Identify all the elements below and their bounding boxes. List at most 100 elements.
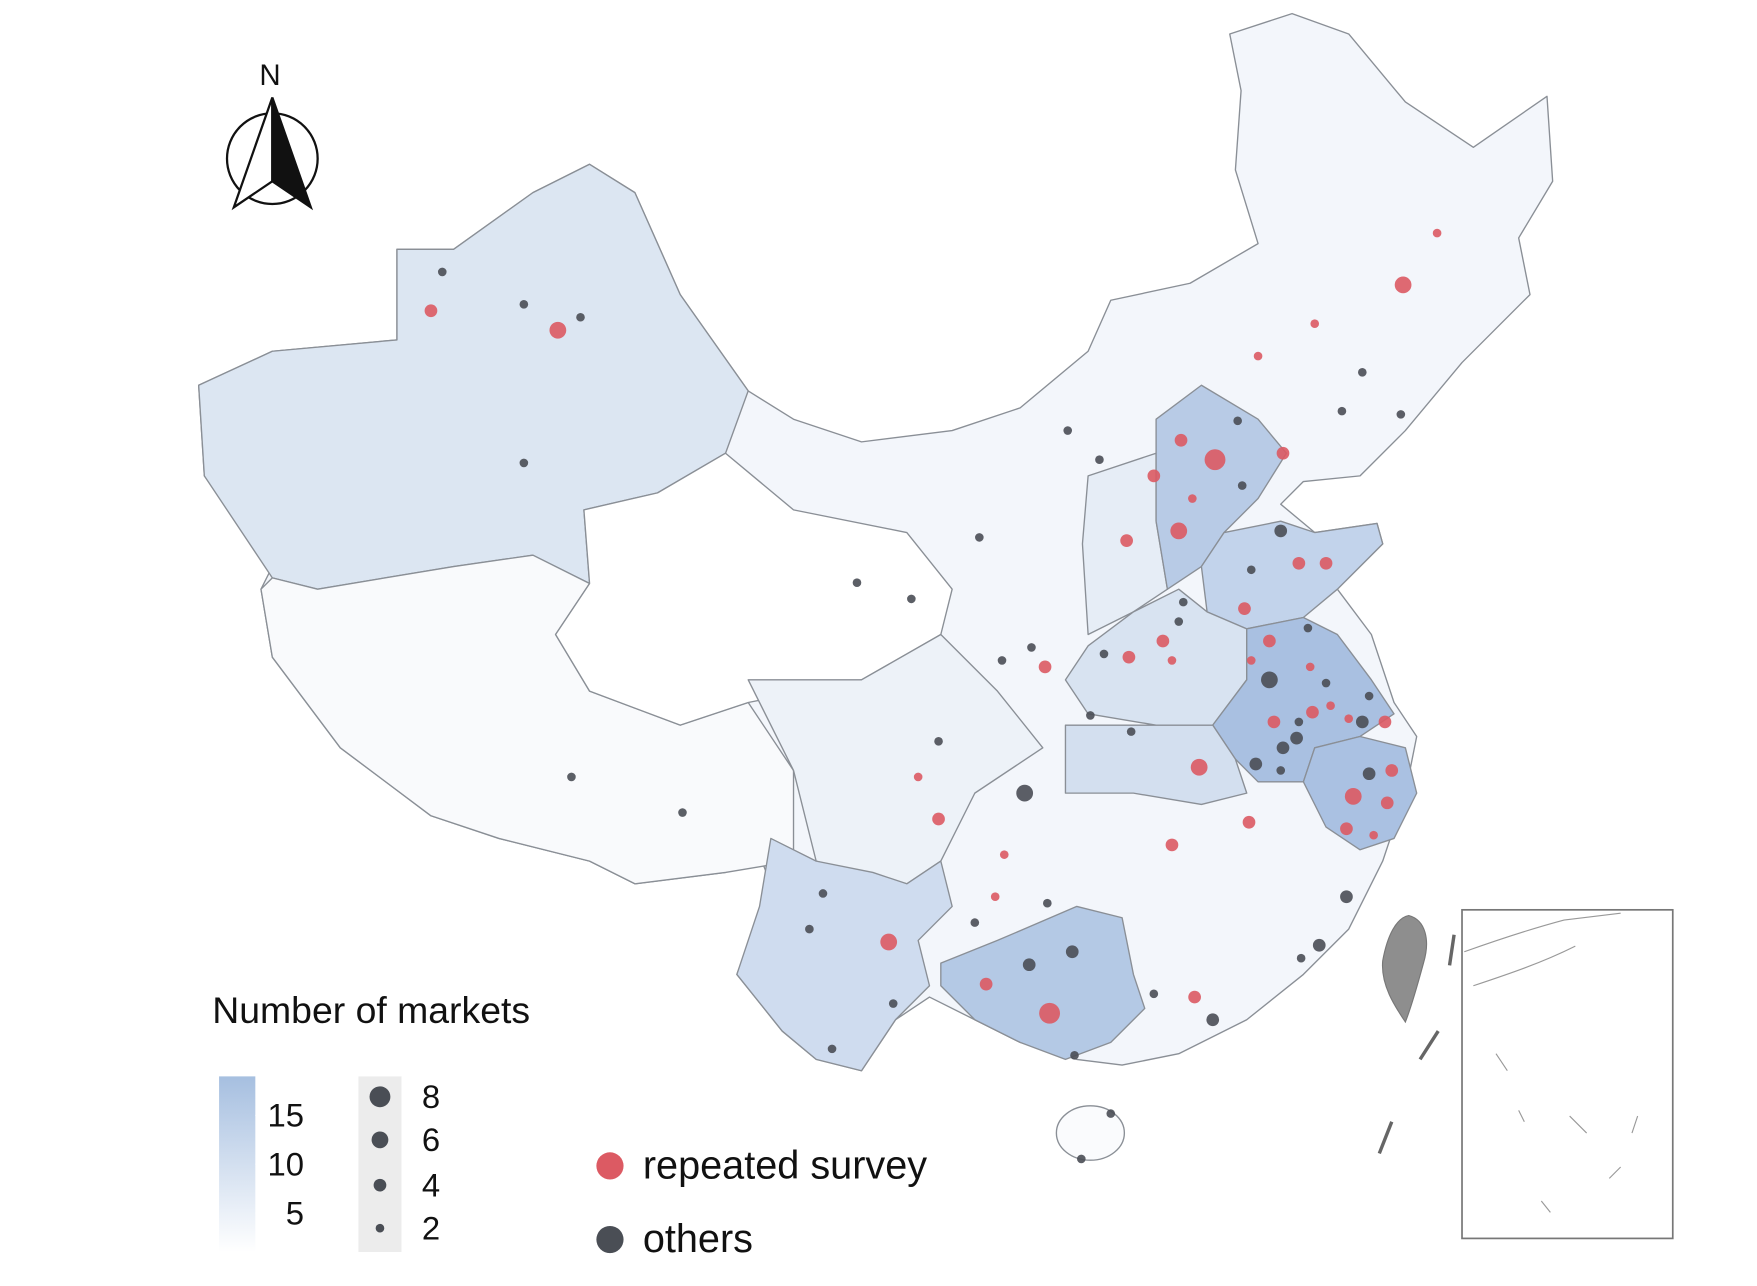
market-point bbox=[1237, 481, 1247, 490]
color-bar bbox=[219, 1076, 256, 1253]
market-point bbox=[990, 892, 1000, 902]
market-point bbox=[827, 1044, 837, 1054]
market-point bbox=[1065, 945, 1079, 959]
size-key-label: 6 bbox=[422, 1121, 440, 1158]
market-point bbox=[1022, 958, 1036, 972]
sea-line bbox=[1447, 934, 1456, 966]
market-point bbox=[519, 458, 529, 468]
market-point bbox=[549, 321, 567, 339]
market-point bbox=[1188, 990, 1201, 1004]
market-point bbox=[1249, 757, 1263, 771]
size-key-label: 4 bbox=[422, 1166, 440, 1203]
tibet bbox=[260, 554, 795, 885]
market-point bbox=[1206, 1013, 1220, 1027]
market-point bbox=[1043, 898, 1052, 908]
market-point bbox=[1364, 691, 1374, 701]
market-point bbox=[1170, 522, 1188, 540]
market-point bbox=[1246, 565, 1256, 575]
compass: N bbox=[225, 59, 319, 211]
hubei bbox=[1064, 724, 1248, 806]
market-point bbox=[1188, 494, 1197, 503]
color-tick-label: 10 bbox=[268, 1146, 305, 1183]
market-point bbox=[1378, 715, 1392, 729]
market-point bbox=[1165, 838, 1179, 852]
market-point bbox=[1294, 717, 1304, 727]
market-point bbox=[970, 918, 980, 927]
market-point bbox=[932, 812, 945, 826]
sichuan bbox=[747, 633, 1044, 885]
color-tick-label: 15 bbox=[268, 1097, 305, 1134]
market-point bbox=[678, 808, 687, 817]
market-point bbox=[1147, 469, 1161, 483]
market-point bbox=[1321, 678, 1331, 688]
market-point bbox=[1292, 556, 1306, 570]
market-point bbox=[1120, 534, 1133, 547]
compass-label: N bbox=[259, 59, 280, 92]
market-point bbox=[1122, 650, 1136, 664]
market-point bbox=[1016, 784, 1034, 802]
market-point bbox=[1246, 656, 1256, 665]
size-key-label: 8 bbox=[422, 1078, 440, 1115]
market-point bbox=[934, 737, 943, 746]
market-point bbox=[1174, 433, 1188, 447]
market-point bbox=[1344, 714, 1354, 723]
market-point bbox=[1385, 764, 1399, 777]
market-point bbox=[1086, 711, 1095, 720]
sea-line bbox=[1377, 1121, 1394, 1155]
market-point bbox=[1355, 715, 1369, 729]
market-point bbox=[852, 578, 862, 588]
provinces bbox=[197, 12, 1554, 1161]
group-key-label: repeated survey bbox=[643, 1143, 927, 1187]
market-point bbox=[1396, 410, 1406, 419]
sea-line bbox=[1418, 1030, 1440, 1061]
market-point bbox=[1369, 830, 1378, 840]
size-key bbox=[373, 1178, 387, 1192]
market-point bbox=[1063, 426, 1073, 435]
market-point bbox=[1290, 731, 1303, 745]
legend-title: Number of markets bbox=[212, 989, 530, 1031]
market-point bbox=[1126, 727, 1136, 736]
market-point bbox=[1174, 617, 1184, 626]
market-point bbox=[1253, 351, 1263, 361]
market-point bbox=[519, 299, 529, 309]
size-key bbox=[371, 1131, 389, 1149]
group-key bbox=[596, 1152, 624, 1180]
market-point bbox=[818, 889, 828, 898]
market-point bbox=[1267, 715, 1281, 729]
market-points bbox=[424, 228, 1442, 1164]
size-key-label: 2 bbox=[422, 1210, 440, 1247]
market-point bbox=[437, 267, 447, 277]
market-point bbox=[1263, 634, 1276, 648]
legend: Number of markets 5 10 15 8 6 4 2 repeated surv… bbox=[212, 989, 927, 1261]
market-point bbox=[576, 312, 585, 322]
market-point bbox=[1432, 228, 1442, 238]
market-point bbox=[805, 924, 814, 934]
market-point bbox=[907, 594, 916, 604]
inset-coast bbox=[1464, 912, 1639, 1213]
compass-arrow bbox=[231, 97, 274, 211]
inset-frame bbox=[1461, 908, 1674, 1240]
market-point bbox=[1276, 741, 1290, 755]
market-point bbox=[1261, 671, 1278, 689]
guangxi bbox=[940, 905, 1146, 1061]
market-point bbox=[424, 304, 438, 318]
market-point bbox=[1242, 815, 1256, 829]
market-point bbox=[1380, 796, 1394, 810]
compass-arrow bbox=[271, 97, 314, 211]
market-point bbox=[1156, 634, 1170, 648]
market-point bbox=[1305, 662, 1315, 672]
market-point bbox=[1326, 701, 1335, 711]
market-point bbox=[1312, 938, 1326, 952]
market-point bbox=[1337, 406, 1347, 416]
market-point bbox=[913, 772, 923, 782]
market-point bbox=[1167, 656, 1177, 665]
market-point bbox=[999, 850, 1009, 859]
market-point bbox=[1190, 758, 1208, 776]
market-point bbox=[880, 933, 898, 951]
market-point bbox=[1099, 649, 1109, 659]
market-point bbox=[1340, 822, 1353, 836]
market-point bbox=[1319, 556, 1333, 570]
market-point bbox=[997, 656, 1007, 665]
